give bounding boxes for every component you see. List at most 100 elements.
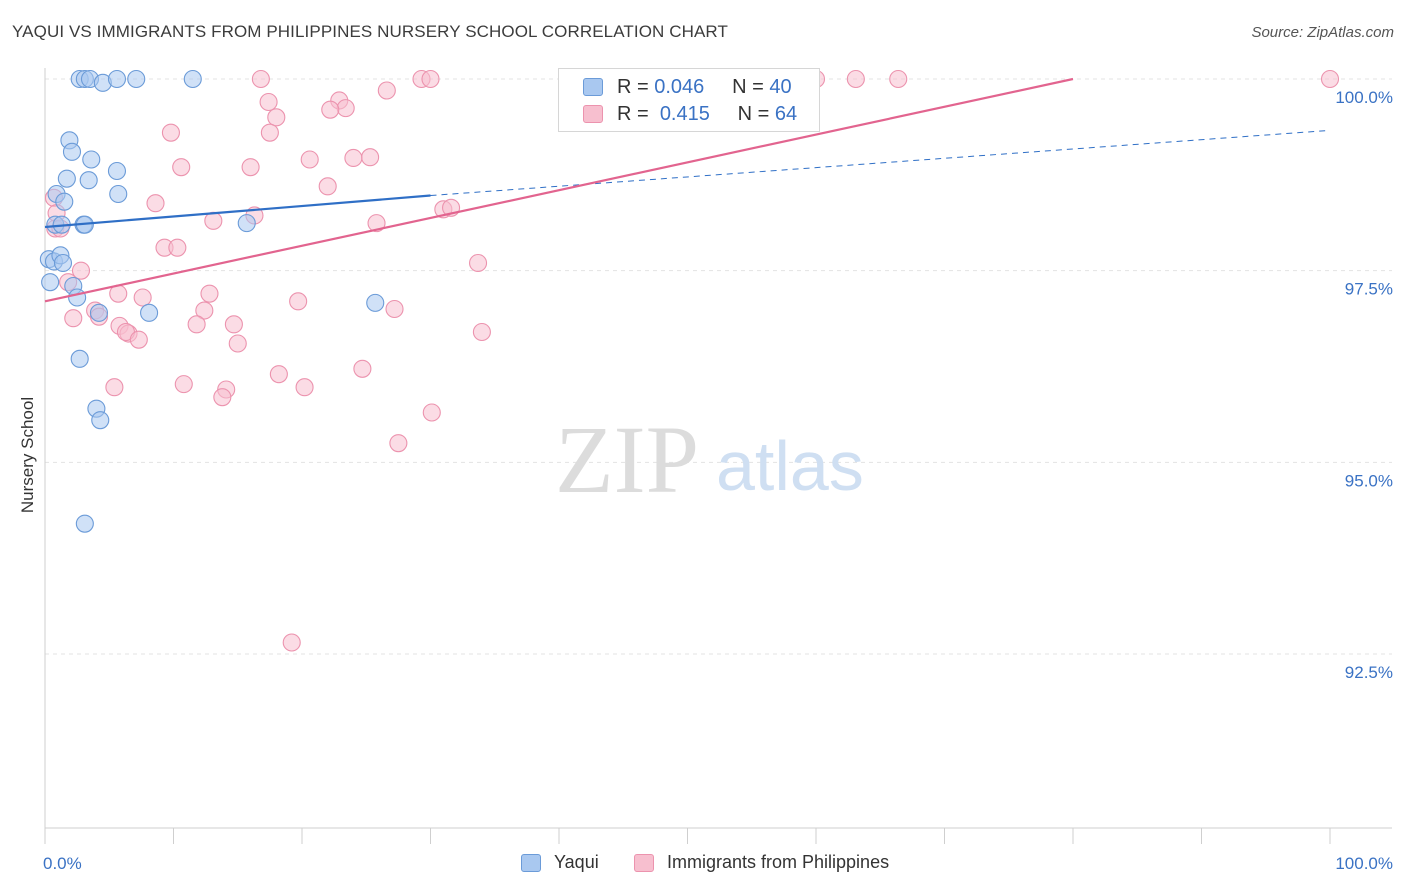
yaqui-trend-extension — [430, 129, 1331, 197]
philippines-point — [224, 315, 243, 334]
legend-r-value: 0.415 — [659, 103, 710, 125]
y-tick-label: 92.5% — [1345, 663, 1393, 682]
philippines-point — [129, 330, 148, 349]
philippines-point — [187, 315, 206, 334]
philippines-point — [174, 375, 193, 394]
philippines-point — [353, 359, 372, 378]
philippines-point — [344, 148, 363, 168]
yaqui-point — [183, 69, 202, 89]
philippines-point — [228, 334, 247, 353]
philippines-point — [422, 403, 441, 422]
axes — [44, 68, 1392, 844]
bottom-legend-swatch-yaqui — [521, 854, 541, 872]
yaqui-point — [107, 69, 127, 89]
yaqui-point — [79, 171, 98, 190]
legend-text-yaqui: R = 0.046 N = 40 — [617, 76, 792, 99]
philippines-point — [336, 99, 355, 118]
x-tick-label: 0.0% — [43, 854, 82, 873]
philippines-point — [367, 214, 386, 233]
yaqui-trend-line — [44, 194, 431, 229]
watermark-zip: ZIP — [555, 406, 699, 513]
yaqui-point — [55, 192, 74, 211]
philippines-point — [321, 100, 340, 119]
legend-r-value: 0.046 — [654, 76, 705, 98]
y-tick-label: 97.5% — [1345, 280, 1393, 299]
philippines-point — [846, 69, 865, 89]
chart-title: YAQUI VS IMMIGRANTS FROM PHILIPPINES NUR… — [12, 22, 728, 41]
yaqui-point — [91, 411, 110, 430]
philippines-point — [259, 92, 278, 112]
philippines-trend-line — [44, 77, 1074, 303]
y-tick-label: 95.0% — [1345, 471, 1393, 490]
data-points — [39, 69, 1340, 652]
yaqui-point — [70, 349, 89, 368]
stats-legend: R = 0.046 N = 40 R = 0.415 N = 64 — [558, 68, 820, 132]
philippines-point — [472, 322, 491, 342]
yaqui-point — [237, 214, 256, 233]
philippines-point — [377, 81, 396, 100]
legend-r-label: R = — [617, 76, 649, 98]
philippines-point — [1320, 69, 1340, 89]
legend-r-label: R = — [617, 103, 649, 125]
bottom-legend-swatch-philippines — [634, 854, 654, 872]
philippines-point — [105, 378, 124, 397]
yaqui-point — [107, 161, 127, 181]
philippines-point — [889, 69, 908, 89]
y-tick-label: 100.0% — [1335, 88, 1393, 107]
bottom-legend-label-philippines: Immigrants from Philippines — [667, 852, 890, 872]
yaqui-point — [127, 69, 146, 89]
philippines-point — [389, 434, 408, 453]
philippines-point — [267, 108, 286, 127]
philippines-point — [241, 158, 260, 177]
yaqui-point — [41, 273, 60, 292]
philippines-point — [168, 238, 187, 257]
yaqui-point — [62, 142, 82, 161]
philippines-point — [300, 150, 319, 169]
philippines-point — [71, 261, 91, 280]
x-tick-labels: 0.0% 100.0% — [43, 854, 1393, 873]
philippines-point — [133, 288, 152, 307]
x-tick-label: 100.0% — [1335, 854, 1393, 873]
yaqui-point — [75, 514, 94, 533]
legend-swatch-philippines — [583, 105, 603, 123]
philippines-point — [260, 123, 279, 142]
philippines-point — [282, 633, 301, 652]
legend-swatch-yaqui — [583, 78, 603, 96]
yaqui-point — [366, 293, 385, 312]
philippines-point — [64, 309, 83, 328]
yaqui-point — [89, 303, 109, 322]
philippines-point — [204, 211, 223, 230]
philippines-point — [251, 69, 270, 89]
yaqui-point — [57, 169, 76, 188]
yaqui-point — [82, 150, 101, 169]
philippines-point — [213, 388, 232, 407]
source-label: Source: ZipAtlas.com — [1251, 24, 1394, 41]
philippines-point — [269, 365, 288, 384]
trend-lines — [44, 77, 1331, 303]
watermark-atlas: atlas — [716, 427, 864, 505]
yaqui-point — [53, 253, 73, 273]
yaqui-point — [68, 288, 87, 307]
legend-text-philippines: R = 0.415 N = 64 — [617, 103, 797, 126]
philippines-point — [146, 194, 165, 213]
legend-n-label: N = — [737, 103, 770, 125]
philippines-point — [468, 253, 488, 273]
legend-n-value: 40 — [769, 76, 792, 98]
philippines-point — [385, 299, 404, 319]
philippines-point — [361, 148, 380, 167]
philippines-point — [421, 69, 440, 89]
watermark: ZIP atlas — [555, 406, 864, 513]
philippines-point — [295, 378, 314, 397]
legend-n-label: N = — [732, 76, 764, 98]
philippines-point — [289, 292, 308, 311]
yaqui-point — [140, 303, 159, 322]
bottom-legend-label-yaqui: Yaqui — [554, 852, 599, 872]
philippines-point — [200, 284, 219, 303]
philippines-point — [195, 301, 214, 320]
philippines-point — [172, 158, 191, 177]
legend-n-value: 64 — [774, 103, 798, 125]
philippines-point — [318, 177, 337, 196]
yaqui-point — [109, 184, 128, 204]
y-tick-labels: 100.0% 97.5% 95.0% 92.5% — [1335, 88, 1393, 682]
